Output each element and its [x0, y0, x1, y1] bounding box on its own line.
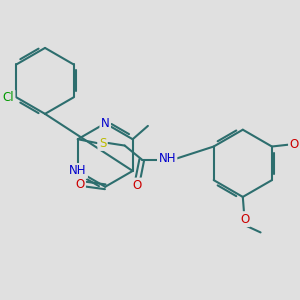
Text: NH: NH: [69, 164, 86, 177]
Text: O: O: [133, 179, 142, 192]
Text: Cl: Cl: [2, 91, 14, 104]
Text: NH: NH: [158, 152, 176, 165]
Text: O: O: [290, 138, 299, 151]
Text: S: S: [99, 136, 106, 149]
Text: O: O: [75, 178, 85, 191]
Text: O: O: [240, 213, 249, 226]
Text: N: N: [101, 117, 110, 130]
